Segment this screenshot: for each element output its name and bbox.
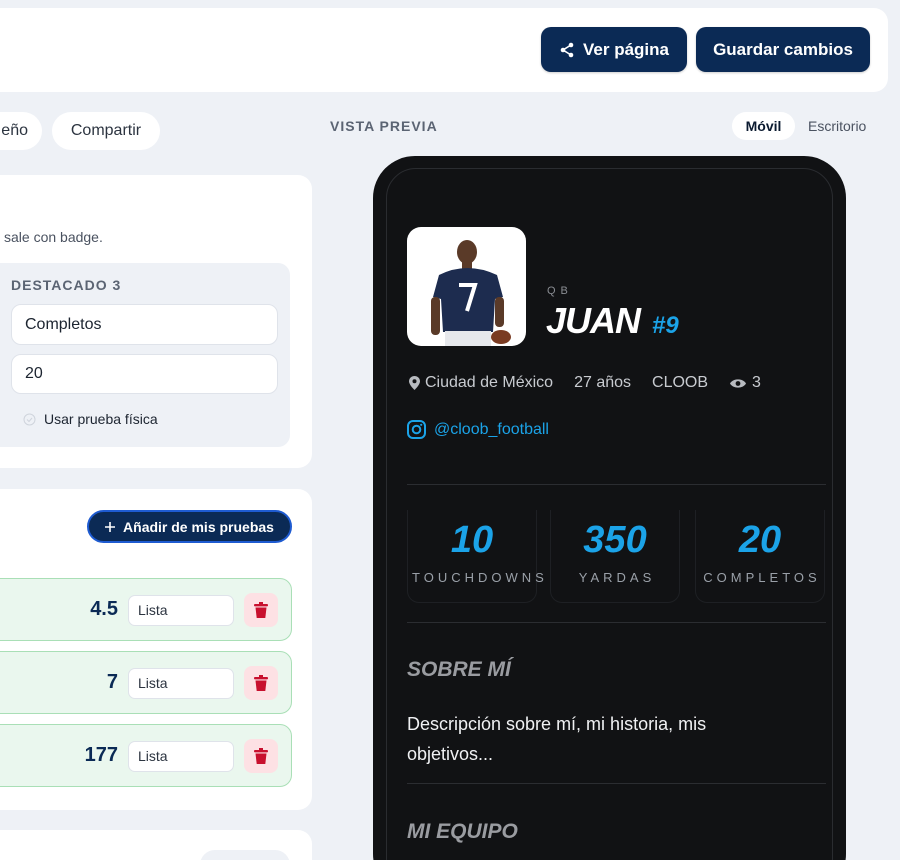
mode-label: Escritorio	[808, 118, 867, 134]
divider	[407, 622, 826, 623]
mode-label: Móvil	[745, 118, 782, 134]
stat-value: 10	[450, 519, 494, 561]
share-icon	[560, 42, 574, 57]
trash-icon	[254, 675, 268, 691]
stat-label: TOUCHDOWNS	[412, 570, 548, 585]
text-input[interactable]: 20	[11, 354, 278, 394]
mode-toggle-active[interactable]: Móvil	[732, 112, 795, 140]
status-input[interactable]: Lista	[128, 741, 234, 772]
pin-icon	[409, 376, 420, 390]
toggle[interactable]: Usar prueba física	[23, 411, 158, 427]
eye-icon	[730, 378, 747, 388]
name-row: JUAN #9	[546, 300, 679, 342]
section-title: MI EQUIPO	[407, 820, 518, 843]
plus-icon	[105, 521, 116, 532]
divider	[407, 484, 826, 485]
instagram-icon	[407, 420, 426, 439]
view-page-button[interactable]: Ver página	[541, 27, 687, 72]
tab[interactable]: eño	[0, 112, 42, 150]
team: CLOOB	[652, 374, 709, 391]
input-value: Completos	[25, 315, 102, 333]
stat-value: 20	[738, 519, 782, 561]
profile-photo	[407, 227, 526, 346]
button-label: Guardar cambios	[713, 39, 853, 59]
stat-value: 350	[583, 519, 647, 561]
position: QB	[547, 285, 573, 297]
mode-toggle[interactable]: Escritorio	[808, 118, 866, 134]
test-value: 4.5	[90, 598, 118, 620]
location: Ciudad de México	[425, 374, 554, 391]
hint-text: sale con badge.	[4, 229, 103, 245]
instagram-link[interactable]: @cloob_football	[407, 420, 549, 439]
stat-box: 350 YARDAS	[550, 510, 680, 603]
tab-label: Compartir	[70, 122, 142, 139]
status-input[interactable]: Lista	[128, 595, 234, 626]
text-input[interactable]: Completos	[11, 304, 278, 345]
stat-label: YARDAS	[578, 570, 656, 585]
stat-box: 10 TOUCHDOWNS	[407, 510, 548, 603]
box-title: DESTACADO 3	[11, 277, 122, 293]
phone-screen	[386, 168, 833, 860]
button-label: Añadir de mis pruebas	[123, 518, 274, 535]
delete-button[interactable]	[244, 739, 278, 773]
about-text: Descripción sobre mí, mi historia, mis o…	[407, 714, 707, 764]
trash-icon	[254, 748, 268, 764]
test-row: 4.5 Lista	[0, 578, 292, 641]
toggle-label: Usar prueba física	[44, 411, 158, 427]
pill-button[interactable]	[200, 850, 290, 860]
check-circle	[23, 413, 36, 425]
test-value: 177	[84, 744, 118, 766]
delete-button[interactable]	[244, 593, 278, 627]
stat-label: COMPLETOS	[703, 570, 821, 585]
section-title: SOBRE MÍ	[407, 658, 511, 681]
delete-button[interactable]	[244, 666, 278, 700]
divider	[407, 783, 826, 784]
stat-box: 20 COMPLETOS	[695, 510, 825, 603]
meta-row: Ciudad de México 27 años CLOOB 3	[409, 374, 761, 392]
test-row: 177 Lista	[0, 724, 292, 787]
input-value: 20	[25, 365, 43, 382]
save-button[interactable]: Guardar cambios	[696, 27, 870, 72]
add-tests-button[interactable]: Añadir de mis pruebas	[87, 510, 292, 543]
tab-label: eño	[1, 122, 28, 139]
player-number: #9	[652, 312, 679, 339]
instagram-handle: @cloob_football	[434, 420, 549, 438]
test-row: 7 Lista	[0, 651, 292, 714]
player-name: JUAN	[546, 300, 641, 341]
tab[interactable]: Compartir	[52, 112, 160, 150]
player-image	[431, 240, 511, 346]
trash-icon	[254, 602, 268, 618]
status-input[interactable]: Lista	[128, 668, 234, 699]
views: 3	[752, 374, 761, 391]
button-label: Ver página	[583, 39, 669, 59]
preview-label: VISTA PREVIA	[330, 118, 438, 134]
age: 27 años	[574, 374, 632, 391]
test-value: 7	[106, 671, 118, 693]
